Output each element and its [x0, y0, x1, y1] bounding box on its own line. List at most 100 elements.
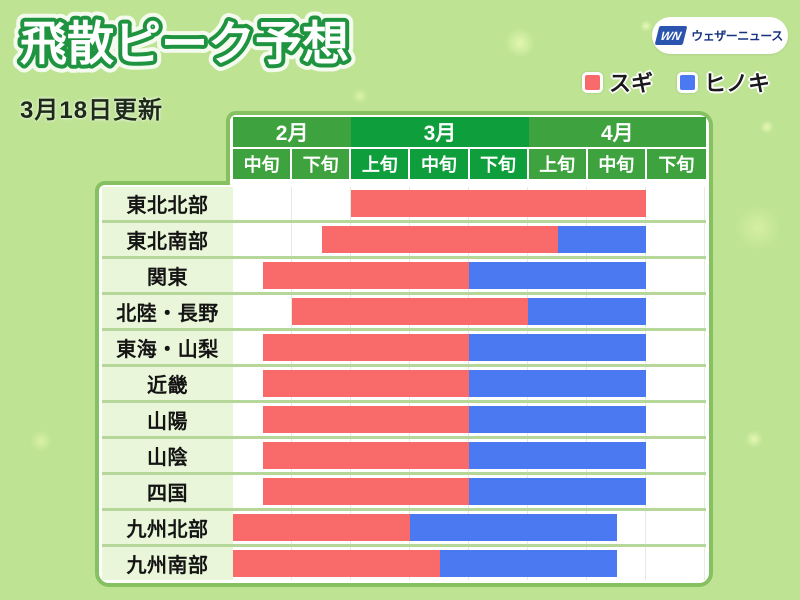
sugi-swatch: [581, 71, 603, 93]
region-row-山陽: 山陽: [102, 403, 706, 436]
grid-cell: [646, 223, 705, 256]
region-label: 九州北部: [102, 511, 233, 544]
sugi-bar: [321, 226, 558, 253]
region-row-東海・山梨: 東海・山梨: [102, 331, 706, 364]
region-label: 北陸・長野: [102, 295, 233, 328]
row-separator: [102, 400, 706, 403]
sugi-label: スギ: [608, 71, 653, 96]
update-date: 3月18日更新: [20, 97, 164, 124]
grid-cell: [646, 511, 705, 544]
hinoki-bar: [469, 370, 646, 397]
sugi-bar: [262, 478, 469, 505]
region-label: 山陽: [102, 403, 233, 436]
hinoki-bar: [469, 262, 646, 289]
region-row-東北南部: 東北南部: [102, 223, 706, 256]
period-header-4月-下旬: 下旬: [646, 149, 706, 179]
region-label: 九州南部: [102, 547, 233, 580]
period-header-4月-上旬: 上旬: [528, 149, 588, 179]
sugi-bar: [262, 370, 469, 397]
region-timeline: [233, 439, 705, 472]
hinoki-swatch: [676, 71, 698, 93]
grid-cell: [292, 187, 351, 220]
grid-cell: [646, 439, 705, 472]
sugi-bar: [351, 190, 646, 217]
timeline-header: 2月 3月 4月 中旬 下旬 上旬 中旬 下旬 上旬 中旬 下旬: [226, 111, 713, 185]
hinoki-bar: [439, 550, 617, 577]
grid-cell: [233, 223, 292, 256]
legend: スギ ヒノキ: [530, 66, 770, 98]
forecast-table: 東北北部 東北南部 関東 北陸・長野 東海・山梨 近畿 山陽 山陰 四国 九州北部 九州南部: [95, 181, 713, 587]
hinoki-bar: [469, 442, 646, 469]
region-timeline: [233, 259, 705, 292]
period-header-3月-中旬: 中旬: [410, 149, 470, 179]
sugi-bar: [262, 442, 469, 469]
grid-cell: [646, 259, 705, 292]
sugi-bar: [233, 550, 440, 577]
weathernews-logo-icon: WN: [654, 26, 688, 45]
month-header-2月: 2月: [233, 117, 352, 147]
region-timeline: [233, 403, 705, 436]
grid-cell: [233, 187, 292, 220]
row-separator: [102, 220, 706, 223]
sugi-bar: [262, 262, 469, 289]
weathernews-logo-text: ウェザーニュース: [691, 29, 783, 43]
region-timeline: [233, 511, 705, 544]
row-separator: [102, 508, 706, 511]
region-row-北陸・長野: 北陸・長野: [102, 295, 706, 328]
region-row-九州北部: 九州北部: [102, 511, 706, 544]
region-row-近畿: 近畿: [102, 367, 706, 400]
region-label: 東北南部: [102, 223, 233, 256]
region-timeline: [233, 475, 705, 508]
grid-cell: [646, 367, 705, 400]
region-timeline: [233, 367, 705, 400]
sugi-bar: [262, 334, 469, 361]
grid-cell: [587, 547, 646, 580]
legend-item-hinoki: ヒノキ: [676, 66, 770, 98]
sugi-bar: [292, 298, 528, 325]
period-header-2月-中旬: 中旬: [233, 149, 293, 179]
region-label: 関東: [102, 259, 233, 292]
hinoki-bar: [410, 514, 617, 541]
grid-cell: [646, 187, 705, 220]
grid-cell: [587, 511, 646, 544]
period-header-3月-上旬: 上旬: [351, 149, 411, 179]
hinoki-bar: [557, 226, 646, 253]
period-header-row: 中旬 下旬 上旬 中旬 下旬 上旬 中旬 下旬: [233, 149, 706, 179]
hinoki-label: ヒノキ: [703, 71, 770, 96]
region-row-山陰: 山陰: [102, 439, 706, 472]
hinoki-bar: [528, 298, 646, 325]
period-header-3月-下旬: 下旬: [469, 149, 529, 179]
region-timeline: [233, 547, 705, 580]
row-separator: [102, 364, 706, 367]
grid-cell: [646, 403, 705, 436]
row-separator: [102, 328, 706, 331]
month-header-4月: 4月: [528, 117, 706, 147]
region-timeline: [233, 187, 705, 220]
region-label: 東北北部: [102, 187, 233, 220]
sugi-bar: [233, 514, 410, 541]
region-label: 四国: [102, 475, 233, 508]
grid-cell: [646, 331, 705, 364]
month-header-row: 2月 3月 4月: [233, 117, 706, 147]
row-separator: [102, 436, 706, 439]
hinoki-bar: [469, 478, 646, 505]
legend-item-sugi: スギ: [581, 66, 653, 98]
grid-cell: [233, 295, 292, 328]
weathernews-logo: WN ウェザーニュース: [652, 17, 788, 54]
region-row-関東: 関東: [102, 259, 706, 292]
page-title: 飛散ピーク予想 飛散ピーク予想: [12, 9, 357, 78]
region-label: 近畿: [102, 367, 233, 400]
region-timeline: [233, 295, 705, 328]
row-separator: [102, 544, 706, 547]
region-timeline: [233, 223, 705, 256]
region-row-九州南部: 九州南部: [102, 547, 706, 580]
row-separator: [102, 256, 706, 259]
region-row-東北北部: 東北北部: [102, 187, 706, 220]
hinoki-bar: [469, 406, 646, 433]
period-header-4月-中旬: 中旬: [587, 149, 647, 179]
grid-cell: [646, 295, 705, 328]
region-label: 東海・山梨: [102, 331, 233, 364]
region-timeline: [233, 331, 705, 364]
grid-cell: [646, 547, 705, 580]
